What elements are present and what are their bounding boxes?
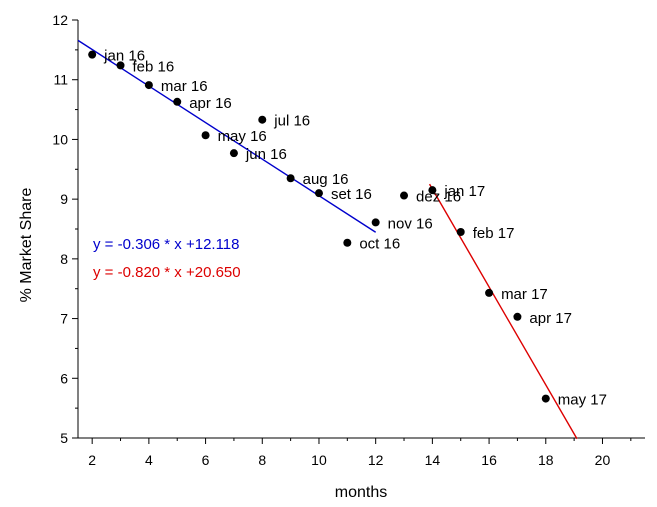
data-point-label: jan 16 [103,48,145,65]
y-tick-label: 9 [60,191,68,207]
y-tick-label: 5 [60,430,68,446]
data-point-label: oct 16 [359,236,400,253]
fit-equation-1: y = -0.306 * x +12.118 [93,236,240,253]
data-point [371,218,380,227]
x-tick-label: 18 [538,452,554,468]
data-point-label: mar 16 [161,78,208,95]
x-tick-label: 8 [258,452,266,468]
y-axis-title: % Market Share [18,188,35,303]
equation-labels: y = -0.306 * x +12.118 y = -0.820 * x +20… [93,236,241,281]
data-point-label: mar 17 [501,286,548,303]
data-point-label: apr 16 [189,95,232,112]
data-point [314,189,323,198]
x-tick-label: 10 [311,452,327,468]
data-point-label: jun 16 [245,146,287,163]
data-point-label: aug 16 [303,171,349,188]
x-tick-label: 16 [481,452,497,468]
data-point [513,312,522,321]
y-tick-label: 6 [60,370,68,386]
x-tick-label: 6 [202,452,210,468]
data-point [201,131,210,140]
data-point [485,288,494,297]
fit-line-1 [77,39,377,233]
y-tick-label: 11 [53,72,68,88]
data-point [88,50,97,59]
data-point [144,81,153,90]
data-point [456,227,465,236]
x-tick-label: 12 [368,452,384,468]
data-point-label: may 16 [218,128,267,145]
x-tick-label: 4 [145,452,153,468]
fit-lines [77,39,578,440]
data-point [428,186,437,195]
data-point-label: set 16 [331,186,372,203]
y-tick-label: 7 [60,311,68,327]
data-point-label: jan 17 [443,183,485,200]
fit-line-2 [428,183,578,440]
data-point [541,394,550,403]
data-point [229,149,238,158]
data-point-label: feb 16 [133,58,175,75]
data-point-label: may 17 [558,392,607,409]
data-point [286,174,295,183]
data-points [88,50,550,403]
data-point [343,238,352,247]
x-tick-label: 2 [88,452,96,468]
fit-equation-2: y = -0.820 * x +20.650 [93,264,241,281]
y-tick-label: 12 [52,12,68,28]
data-point-label: feb 17 [473,225,515,242]
x-tick-label: 20 [595,452,611,468]
y-tick-label: 10 [52,131,68,147]
x-axis-title: months [335,484,387,501]
y-tick-label: 8 [60,251,68,267]
data-point [400,191,409,200]
data-point [116,61,125,70]
axes: 2 4 6 8 10 12 14 16 18 20 5 6 7 8 9 10 11 12 [52,12,645,468]
x-tick-label: 14 [425,452,441,468]
data-point [258,115,267,124]
data-point-label: nov 16 [388,215,433,232]
data-point-label: apr 17 [529,310,572,327]
data-point-label: dez 16 [416,189,461,206]
data-point-label: jul 16 [273,113,310,130]
data-point [173,97,182,106]
